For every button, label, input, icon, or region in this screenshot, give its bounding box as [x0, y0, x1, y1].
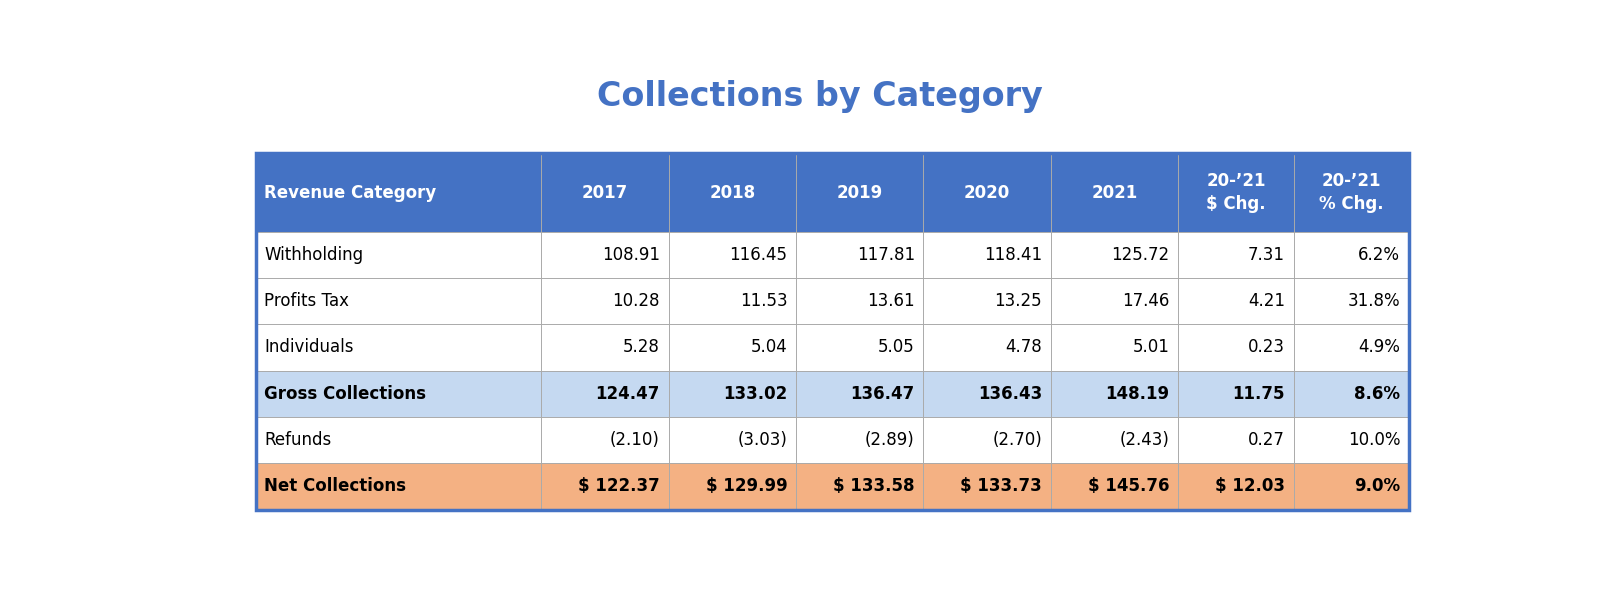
Bar: [256, 232, 1410, 278]
Text: 116.45: 116.45: [730, 246, 787, 264]
Text: $ 133.58: $ 133.58: [834, 477, 915, 495]
Text: 17.46: 17.46: [1122, 292, 1170, 310]
Text: 10.0%: 10.0%: [1347, 431, 1400, 449]
Text: 2018: 2018: [709, 183, 755, 202]
Text: 4.9%: 4.9%: [1358, 339, 1400, 356]
Text: 118.41: 118.41: [984, 246, 1042, 264]
Text: 108.91: 108.91: [602, 246, 659, 264]
Text: 2020: 2020: [965, 183, 1010, 202]
Text: Collections by Category: Collections by Category: [597, 80, 1043, 113]
Text: Net Collections: Net Collections: [264, 477, 406, 495]
Text: Profits Tax: Profits Tax: [264, 292, 349, 310]
Text: 5.04: 5.04: [750, 339, 787, 356]
Text: Revenue Category: Revenue Category: [264, 183, 437, 202]
Text: 124.47: 124.47: [595, 385, 659, 403]
Text: 2021: 2021: [1091, 183, 1138, 202]
Text: 11.53: 11.53: [739, 292, 787, 310]
Text: (2.70): (2.70): [992, 431, 1042, 449]
Text: 11.75: 11.75: [1232, 385, 1285, 403]
Text: 7.31: 7.31: [1248, 246, 1285, 264]
Text: 136.47: 136.47: [851, 385, 915, 403]
Text: Refunds: Refunds: [264, 431, 331, 449]
Bar: [256, 371, 1410, 417]
Text: 117.81: 117.81: [856, 246, 915, 264]
Text: (2.43): (2.43): [1120, 431, 1170, 449]
Text: 13.61: 13.61: [867, 292, 915, 310]
Text: 133.02: 133.02: [723, 385, 787, 403]
Text: $ 133.73: $ 133.73: [960, 477, 1042, 495]
Text: 2019: 2019: [837, 183, 883, 202]
Bar: [256, 463, 1410, 509]
Text: 31.8%: 31.8%: [1347, 292, 1400, 310]
Text: 10.28: 10.28: [613, 292, 659, 310]
Bar: [256, 154, 1410, 232]
Text: 0.23: 0.23: [1248, 339, 1285, 356]
Text: 20-’21
% Chg.: 20-’21 % Chg.: [1318, 172, 1384, 213]
Text: 0.27: 0.27: [1248, 431, 1285, 449]
Text: 4.78: 4.78: [1005, 339, 1042, 356]
Text: 5.28: 5.28: [622, 339, 659, 356]
Text: (2.10): (2.10): [610, 431, 659, 449]
Text: Gross Collections: Gross Collections: [264, 385, 427, 403]
Text: 6.2%: 6.2%: [1358, 246, 1400, 264]
Text: 9.0%: 9.0%: [1354, 477, 1400, 495]
Text: 125.72: 125.72: [1112, 246, 1170, 264]
Text: 5.05: 5.05: [878, 339, 915, 356]
Text: (2.89): (2.89): [866, 431, 915, 449]
Bar: [256, 278, 1410, 324]
Bar: [256, 417, 1410, 463]
Text: $ 129.99: $ 129.99: [706, 477, 787, 495]
Text: 136.43: 136.43: [978, 385, 1042, 403]
Text: 8.6%: 8.6%: [1354, 385, 1400, 403]
Text: $ 145.76: $ 145.76: [1088, 477, 1170, 495]
Text: $ 122.37: $ 122.37: [578, 477, 659, 495]
Text: $ 12.03: $ 12.03: [1214, 477, 1285, 495]
Text: 5.01: 5.01: [1133, 339, 1170, 356]
Text: Individuals: Individuals: [264, 339, 354, 356]
Text: 20-’21
$ Chg.: 20-’21 $ Chg.: [1206, 172, 1266, 213]
Text: 2017: 2017: [582, 183, 627, 202]
Text: Withholding: Withholding: [264, 246, 363, 264]
Bar: [256, 154, 1410, 509]
Text: (3.03): (3.03): [738, 431, 787, 449]
Text: 13.25: 13.25: [995, 292, 1042, 310]
Bar: [256, 324, 1410, 371]
Text: 4.21: 4.21: [1248, 292, 1285, 310]
Text: 148.19: 148.19: [1106, 385, 1170, 403]
